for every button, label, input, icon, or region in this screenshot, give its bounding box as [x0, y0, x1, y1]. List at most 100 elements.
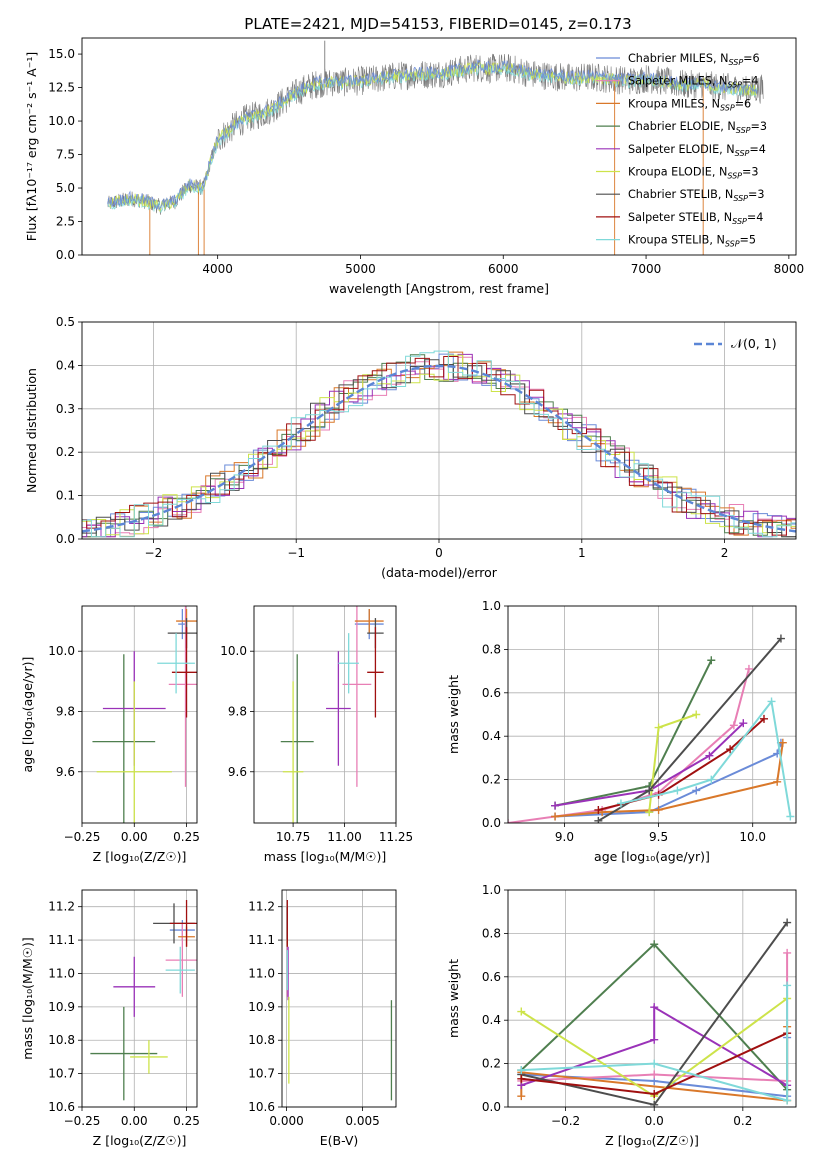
- y-tick-label: 0.3: [56, 402, 75, 416]
- legend-label: Salpeter ELODIE, N: [628, 143, 735, 156]
- axes-frame: [81, 605, 198, 824]
- series-marker-salpeter_elodie: [739, 719, 748, 728]
- y-tick-label: 0.2: [56, 445, 75, 459]
- series-marker-kroupa_stelib: [707, 775, 716, 784]
- series-marker-salpeter_elodie: [705, 751, 714, 760]
- ticks: −2 −1 0 1 2 0.0 0.1 0.2 0.3 0.4 0.5: [56, 315, 729, 560]
- panel-age-vs-z: −0.25 0.00 0.25 9.6 9.8 10.0 Z [log₁₀(Z/Z☉)] ag…: [20, 605, 200, 864]
- series-marker-kroupa_stelib: [517, 1066, 526, 1075]
- series-marker-kroupa_stelib: [767, 697, 776, 706]
- series-marker-kroupa_miles: [517, 1092, 526, 1101]
- series-marker-salpeter_miles: [650, 1070, 659, 1079]
- axes-frame: [507, 605, 797, 824]
- series-line-salpeter_elodie: [554, 722, 744, 807]
- legend-tail: =3: [750, 120, 767, 133]
- x-tick-label: 4000: [202, 262, 233, 276]
- spectrum-data-line: [107, 53, 764, 215]
- y-tick-label: 10.6: [248, 1100, 275, 1114]
- legend-entry: Chabrier ELODIE, NSSP=3: [628, 120, 767, 135]
- series-marker-chabrier_stelib: [650, 1100, 659, 1107]
- y-tick-label: 11.1: [248, 933, 275, 947]
- plot-area: [82, 606, 197, 823]
- ticks: 0.000 0.005 10.6 10.7 10.8 10.9 11.0 11.1 11.2: [248, 900, 379, 1128]
- series-marker-kroupa_stelib: [783, 981, 792, 990]
- legend-entry: Chabrier MILES, NSSP=6: [628, 52, 760, 67]
- x-tick-label: 6000: [488, 262, 519, 276]
- y-tick-label: 9.6: [56, 765, 75, 779]
- x-tick-label: 0.000: [269, 1114, 303, 1128]
- panel-residuals: −2 −1 0 1 2 0.0 0.1 0.2 0.3 0.4 0.5 (data-model)/er…: [24, 315, 797, 580]
- x-tick-label: −0.25: [64, 1114, 101, 1128]
- legend-sub: SSP: [728, 58, 743, 67]
- data-layer: [107, 40, 764, 255]
- y-tick-label: 0.8: [482, 642, 501, 656]
- y-tick-label: 10.8: [48, 1033, 75, 1047]
- legend-label: Salpeter STELIB, N: [628, 211, 732, 224]
- series-marker-kroupa_stelib: [650, 1059, 659, 1068]
- legend-label: Chabrier STELIB, N: [628, 188, 733, 201]
- series-marker-salpeter_stelib: [517, 1074, 526, 1083]
- data-layer: [82, 350, 796, 538]
- y-tick-label: 0.2: [482, 1057, 501, 1071]
- x-tick-label: 11.25: [379, 830, 413, 844]
- axes-frame: [81, 321, 797, 540]
- y-tick-label: 9.8: [56, 704, 75, 718]
- y-tick-label: 0.0: [56, 532, 75, 546]
- series-marker-salpeter_elodie: [650, 1003, 659, 1012]
- y-tick-label: 10.7: [48, 1067, 75, 1081]
- panel-weight-vs-age: 9.0 9.5 10.0 0.0 0.2 0.4 0.6 0.8 1.0 age [log₁₀(a…: [446, 599, 797, 864]
- series-marker-chabrier_elodie: [650, 940, 659, 949]
- ticks: −0.25 0.00 0.25 9.6 9.8 10.0: [48, 644, 200, 844]
- series-marker-chabrier_elodie: [707, 656, 716, 665]
- x-axis-label: Z [log₁₀(Z/Z☉)]: [93, 1133, 187, 1148]
- y-tick-label: 2.5: [56, 215, 75, 229]
- x-tick-label: 0.0: [645, 1114, 664, 1128]
- legend-sub: SSP: [725, 240, 740, 249]
- y-tick-label: 11.2: [48, 900, 75, 914]
- x-tick-label: 9.0: [555, 830, 574, 844]
- data-layer: [280, 606, 384, 823]
- y-tick-label: 0.0: [482, 816, 501, 830]
- legend-entry: Salpeter STELIB, NSSP=4: [628, 211, 763, 226]
- y-tick-label: 0.8: [482, 926, 501, 940]
- x-axis-label: E(B-V): [320, 1133, 359, 1148]
- series-marker-salpeter_stelib: [650, 1089, 659, 1098]
- y-axis-label: age [log₁₀(age/yr)]: [20, 657, 35, 773]
- plot-area: [254, 606, 396, 823]
- data-layer: [517, 918, 792, 1107]
- x-tick-label: −1: [287, 546, 305, 560]
- legend-tail: =6: [735, 97, 752, 110]
- x-tick-label: 5000: [345, 262, 376, 276]
- series-marker-kroupa_elodie: [692, 710, 701, 719]
- legend-sub: SSP: [720, 103, 735, 112]
- y-tick-label: 11.1: [48, 933, 75, 947]
- x-tick-label: 10.75: [276, 830, 310, 844]
- y-tick-label: 10.9: [48, 1000, 75, 1014]
- series-marker-chabrier_stelib: [776, 634, 785, 643]
- x-tick-label: 11.00: [327, 830, 361, 844]
- ticks: 10.75 11.00 11.25 9.6 9.8 10.0: [220, 644, 413, 844]
- legend-tail: =5: [740, 234, 757, 247]
- series-marker-kroupa_miles: [778, 738, 787, 747]
- x-axis-label: Z [log₁₀(Z/Z☉)]: [605, 1133, 699, 1148]
- x-axis-label: Z [log₁₀(Z/Z☉)]: [93, 849, 187, 864]
- series-marker-kroupa_miles: [773, 777, 782, 786]
- data-layer: [508, 634, 795, 823]
- series-marker-kroupa_miles: [551, 812, 560, 821]
- panel-mass-vs-z: −0.25 0.00 0.25 10.6 10.7 10.8 10.9 11.0 11.1 11.…: [20, 889, 200, 1148]
- y-tick-label: 10.0: [48, 644, 75, 658]
- axes-frame: [253, 605, 397, 824]
- histogram-kroupa_stelib: [82, 350, 796, 538]
- y-tick-label: 10.7: [248, 1067, 275, 1081]
- legend-tail: =3: [748, 188, 765, 201]
- y-tick-label: 10.0: [48, 114, 75, 128]
- x-tick-label: 8000: [774, 262, 805, 276]
- x-tick-label: −0.2: [551, 1114, 580, 1128]
- y-tick-label: 10.9: [248, 1000, 275, 1014]
- legend-entry: Kroupa STELIB, NSSP=5: [628, 234, 756, 249]
- data-layer: [92, 606, 197, 823]
- y-tick-label: 0.6: [482, 686, 501, 700]
- legend-label: Kroupa STELIB, N: [628, 234, 725, 247]
